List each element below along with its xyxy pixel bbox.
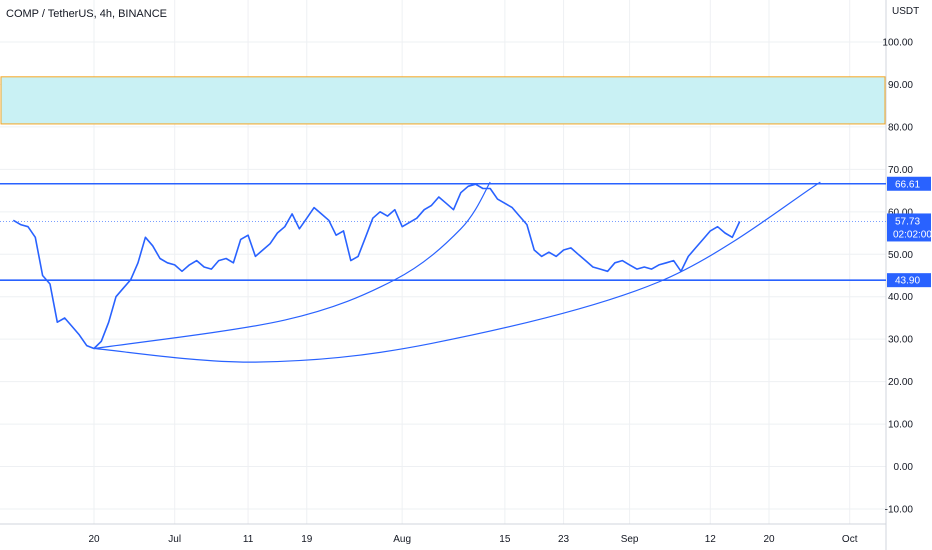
price-series-line [12, 183, 741, 350]
time-tick-label: 12 [705, 534, 717, 545]
price-tick-label: 60.00 [888, 207, 913, 218]
horizontal-levels[interactable] [0, 182, 886, 281]
price-tick-label: 90.00 [888, 80, 913, 91]
price-tick-label: 0.00 [894, 462, 914, 473]
time-tick-label: 11 [243, 534, 254, 545]
target-zone[interactable] [0, 76, 886, 125]
price-tick-label: -10.00 [885, 505, 914, 516]
time-tick-label: 15 [499, 534, 511, 545]
price-tick-label: 20.00 [888, 377, 913, 388]
time-tick-label: Aug [393, 534, 411, 545]
time-tick-label: 20 [88, 534, 100, 545]
arc-curve[interactable] [93, 181, 821, 363]
price-tags: 66.61 43.90 57.73 02:02:00 [887, 176, 932, 288]
price-axis[interactable]: 100.00 90.00 80.00 70.00 60.00 50.00 40.00 30.0… [882, 38, 913, 516]
axis-unit-label: USDT [892, 6, 919, 17]
price-tick-label: 100.00 [882, 38, 913, 49]
last-price-tag [887, 213, 931, 242]
price-tick-label: 40.00 [888, 292, 913, 303]
price-tick-label: 50.00 [888, 250, 913, 261]
time-tick-label: Sep [621, 534, 639, 545]
price-tick-label: 70.00 [888, 165, 913, 176]
level-price-tag-text: 66.61 [895, 179, 920, 190]
grid [0, 0, 886, 524]
time-tick-label: Oct [842, 534, 858, 545]
price-tick-label: 10.00 [888, 420, 913, 431]
arc-drawings[interactable] [93, 181, 821, 363]
level-price-tag-text: 43.90 [895, 276, 920, 287]
time-axis[interactable]: 20 Jul 11 19 Aug 15 23 Sep 12 20 Oct [88, 534, 857, 545]
arc-curve[interactable] [93, 181, 491, 350]
price-tick-label: 30.00 [888, 335, 913, 346]
last-price-tag-text: 57.73 [895, 216, 920, 227]
time-tick-label: 23 [558, 534, 570, 545]
countdown-tag-text: 02:02:00 [893, 229, 932, 240]
symbol-title[interactable]: COMP / TetherUS, 4h, BINANCE [6, 8, 167, 20]
level-price-tag [887, 176, 931, 191]
price-tick-label: 80.00 [888, 122, 913, 133]
level-price-tag [887, 273, 931, 288]
time-tick-label: 20 [763, 534, 775, 545]
time-tick-label: 19 [301, 534, 313, 545]
time-tick-label: Jul [168, 534, 181, 545]
